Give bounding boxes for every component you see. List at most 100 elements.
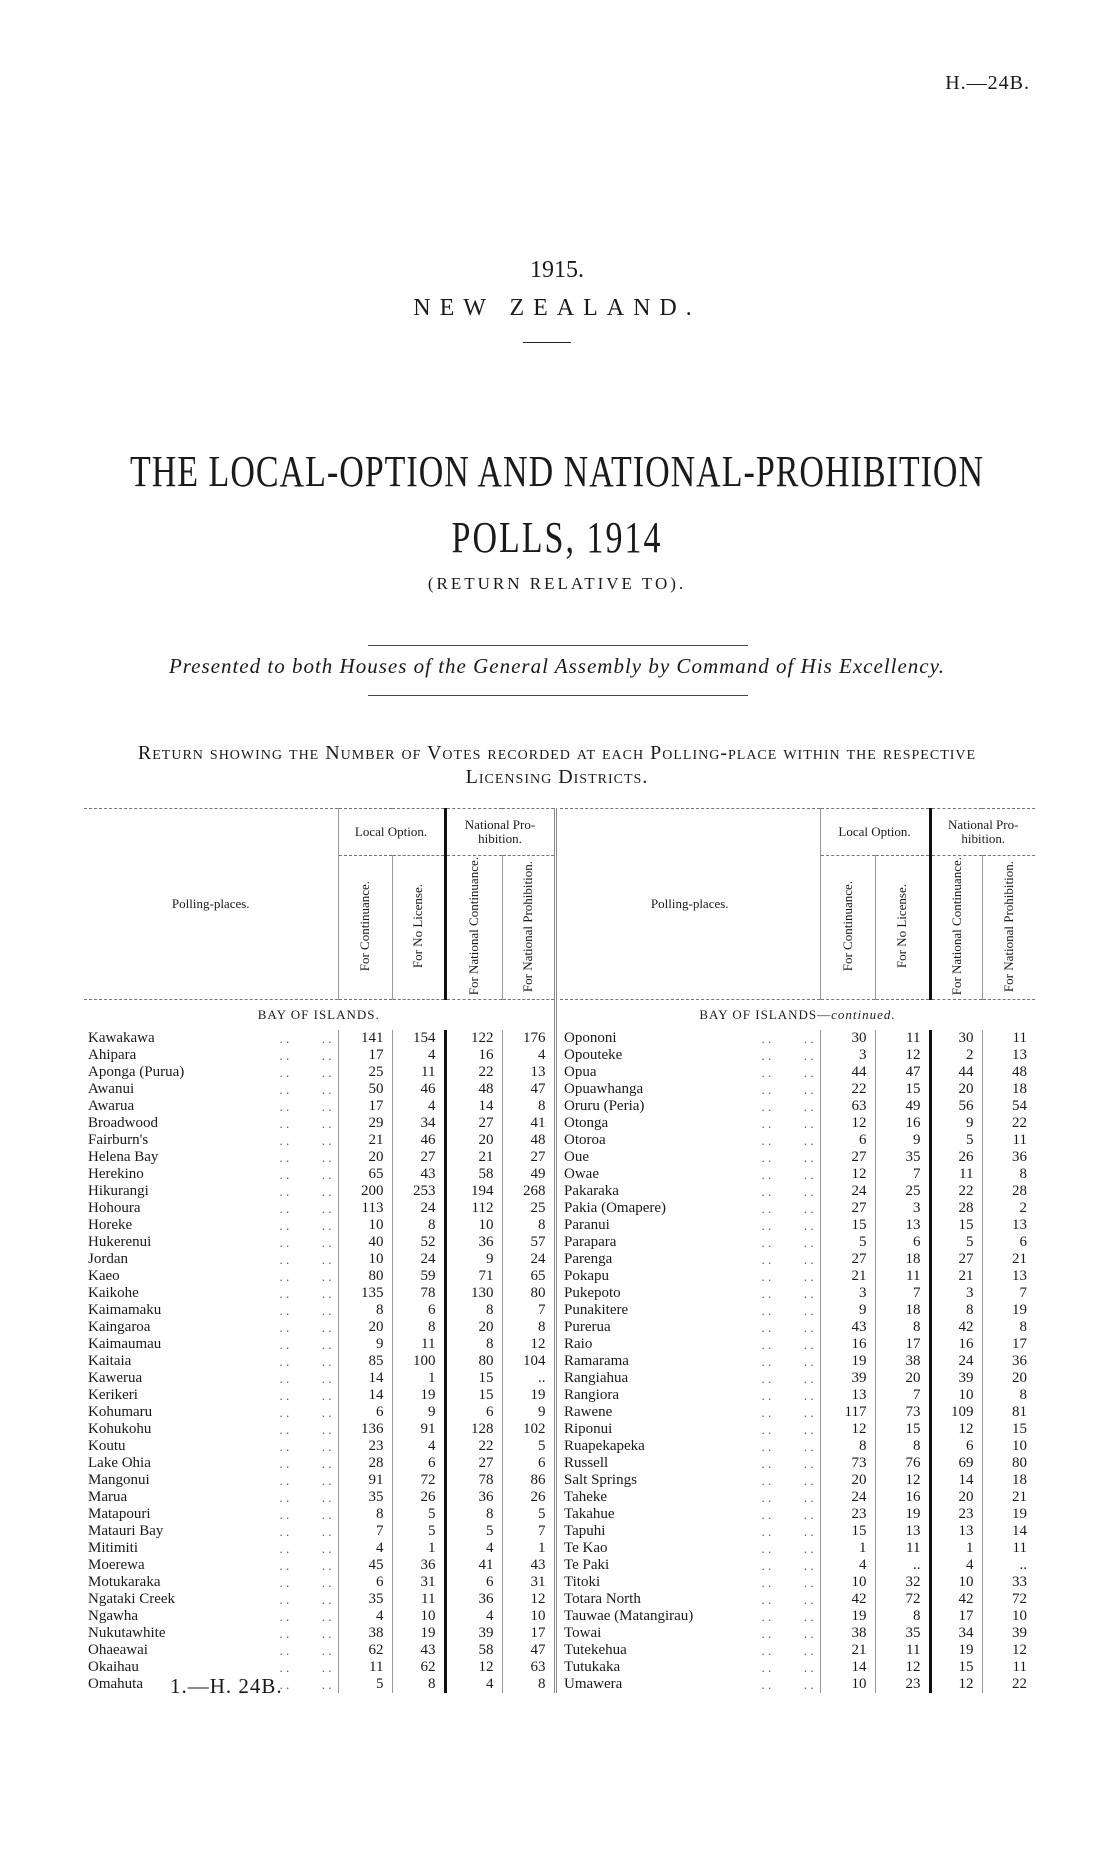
polling-place-cell: Kaimaumau [84, 1336, 338, 1353]
for-no-license-cell: 76 [874, 1455, 930, 1473]
table-row: Omahuta5848 [84, 1676, 557, 1694]
for-national-prohibition-cell: 8 [501, 1217, 557, 1235]
table-row: Otoroa69511 [560, 1132, 1035, 1150]
for-no-license-cell: 12 [874, 1659, 930, 1677]
table-row: Opouteke312213 [560, 1047, 1035, 1065]
for-national-continuance-cell: 15 [443, 1387, 502, 1405]
col-for-national-continuance: For National Continuance. [466, 857, 481, 996]
for-no-license-cell: 1 [391, 1370, 445, 1388]
for-continuance-cell: 10 [337, 1251, 392, 1269]
for-no-license-cell: 1 [391, 1540, 445, 1558]
footer-reference: 1.—H. 24B. [170, 1674, 283, 1698]
for-national-prohibition-cell: 22 [981, 1676, 1035, 1694]
for-national-prohibition-cell: 63 [501, 1659, 557, 1677]
for-national-prohibition-cell: 80 [981, 1455, 1035, 1473]
divider [368, 645, 748, 646]
polling-place-cell: Russell [560, 1455, 820, 1472]
table-row: Umawera10231222 [560, 1676, 1035, 1694]
for-continuance-cell: 35 [337, 1489, 392, 1507]
for-continuance-cell: 65 [337, 1166, 392, 1184]
for-no-license-cell: 38 [874, 1353, 930, 1371]
polling-place-cell: Tutekehua [560, 1642, 820, 1659]
for-no-license-cell: 78 [391, 1285, 445, 1303]
table-row: Rangiora137108 [560, 1387, 1035, 1405]
polling-place-cell: Riponui [560, 1421, 820, 1438]
for-national-continuance-cell: 15 [928, 1659, 982, 1677]
for-continuance-cell: 20 [337, 1319, 392, 1337]
for-continuance-cell: 117 [819, 1404, 875, 1422]
polling-place-cell: Ngataki Creek [84, 1591, 338, 1608]
for-continuance-cell: 13 [819, 1387, 875, 1405]
for-national-continuance-cell: 41 [443, 1557, 502, 1575]
table-row: Kaeo80597165 [84, 1268, 557, 1286]
for-no-license-cell: 35 [874, 1149, 930, 1167]
for-continuance-cell: 38 [337, 1625, 392, 1643]
table-row: Okaihau11621263 [84, 1659, 557, 1677]
polling-place-cell: Rangiora [560, 1387, 820, 1404]
polling-places-header: Polling-places. [560, 807, 820, 1001]
for-continuance-cell: 10 [337, 1217, 392, 1235]
for-no-license-cell: 4 [391, 1047, 445, 1065]
polling-place-cell: Towai [560, 1625, 820, 1642]
table-row: Paranui15131513 [560, 1217, 1035, 1235]
polling-place-cell: Kerikeri [84, 1387, 338, 1404]
for-no-license-cell: 43 [391, 1642, 445, 1660]
for-no-license-cell: 62 [391, 1659, 445, 1677]
table-row: Broadwood29342741 [84, 1115, 557, 1133]
for-national-prohibition-cell: 4 [501, 1047, 557, 1065]
for-no-license-cell: 16 [874, 1115, 930, 1133]
for-continuance-cell: 42 [819, 1591, 875, 1609]
for-national-prohibition-cell: 10 [981, 1438, 1035, 1456]
for-no-license-cell: 59 [391, 1268, 445, 1286]
for-no-license-cell: 5 [391, 1523, 445, 1541]
polling-place-cell: Umawera [560, 1676, 820, 1693]
divider [368, 695, 748, 696]
polling-place-cell: Fairburn's [84, 1132, 338, 1149]
polling-place-cell: Matauri Bay [84, 1523, 338, 1540]
for-no-license-cell: 12 [874, 1047, 930, 1065]
polling-place-cell: Motukaraka [84, 1574, 338, 1591]
polling-place-cell: Ngawha [84, 1608, 338, 1625]
table-row: Moerewa45364143 [84, 1557, 557, 1575]
table-row: Rangiahua39203920 [560, 1370, 1035, 1388]
polling-place-cell: Awanui [84, 1081, 338, 1098]
for-national-prohibition-cell: .. [981, 1557, 1035, 1575]
for-no-license-cell: 11 [874, 1642, 930, 1660]
for-national-prohibition-cell: 7 [501, 1302, 557, 1320]
polling-place-cell: Koutu [84, 1438, 338, 1455]
for-national-prohibition-cell: 8 [501, 1319, 557, 1337]
table-row: Otonga1216922 [560, 1115, 1035, 1133]
for-national-prohibition-cell: 22 [981, 1115, 1035, 1133]
for-national-prohibition-cell: 6 [981, 1234, 1035, 1252]
table-row: Taheke24162021 [560, 1489, 1035, 1507]
polling-place-cell: Kaeo [84, 1268, 338, 1285]
table-row: Matapouri8585 [84, 1506, 557, 1524]
for-national-prohibition-cell: 5 [501, 1438, 557, 1456]
section-heading: BAY OF ISLANDS—continued. [560, 1000, 1035, 1031]
for-national-prohibition-cell: 2 [981, 1200, 1035, 1218]
for-national-continuance-cell: 1 [928, 1540, 982, 1558]
for-no-license-cell: 6 [874, 1234, 930, 1252]
polling-place-cell: Titoki [560, 1574, 820, 1591]
for-continuance-cell: 25 [337, 1064, 392, 1082]
table-row: Pokapu21112113 [560, 1268, 1035, 1286]
for-continuance-cell: 63 [819, 1098, 875, 1116]
for-continuance-cell: 22 [819, 1081, 875, 1099]
polling-place-cell: Nukutawhite [84, 1625, 338, 1642]
for-national-continuance-cell: 21 [443, 1149, 502, 1167]
for-no-license-cell: 26 [391, 1489, 445, 1507]
table-row: Fairburn's21462048 [84, 1132, 557, 1150]
for-national-continuance-cell: 8 [443, 1302, 502, 1320]
for-national-continuance-cell: 9 [928, 1115, 982, 1133]
for-national-continuance-cell: 112 [443, 1200, 502, 1218]
table-row: Nukutawhite38193917 [84, 1625, 557, 1643]
for-national-prohibition-cell: 10 [501, 1608, 557, 1626]
table-row: Tutekehua21111912 [560, 1642, 1035, 1660]
for-national-prohibition-cell: 11 [981, 1540, 1035, 1558]
for-national-prohibition-cell: 31 [501, 1574, 557, 1592]
table-row: Tapuhi15131314 [560, 1523, 1035, 1541]
for-continuance-cell: 9 [819, 1302, 875, 1320]
polling-place-cell: Kaikohe [84, 1285, 338, 1302]
